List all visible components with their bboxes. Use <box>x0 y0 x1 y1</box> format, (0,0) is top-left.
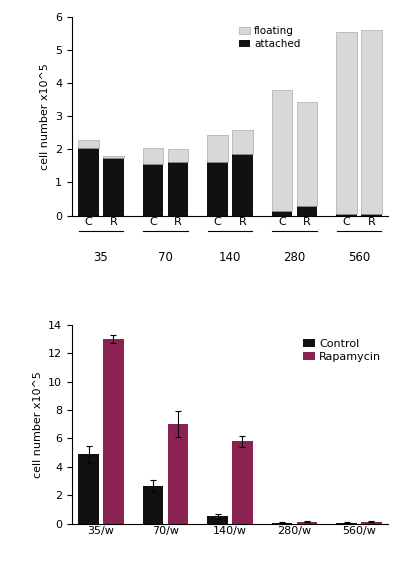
Bar <box>296 206 317 216</box>
Bar <box>232 131 253 154</box>
Y-axis label: cell number x10^5: cell number x10^5 <box>40 63 50 169</box>
Legend: Control, Rapamycin: Control, Rapamycin <box>299 334 386 367</box>
Bar <box>272 522 292 524</box>
Text: 560: 560 <box>348 251 370 265</box>
Text: 280: 280 <box>283 251 306 265</box>
Bar <box>361 214 382 216</box>
Bar <box>143 486 164 524</box>
Bar <box>168 162 188 216</box>
Text: 70: 70 <box>158 251 173 265</box>
Bar <box>103 339 124 524</box>
Bar <box>336 214 357 216</box>
Text: 35: 35 <box>94 251 108 265</box>
Bar <box>103 158 124 216</box>
Bar <box>78 454 99 524</box>
Text: 140: 140 <box>219 251 241 265</box>
Bar <box>78 140 99 148</box>
Bar <box>296 102 317 206</box>
Bar <box>168 149 188 162</box>
Bar <box>232 441 253 524</box>
Bar <box>336 522 357 524</box>
Bar <box>78 148 99 216</box>
Bar <box>336 32 357 214</box>
Bar <box>168 425 188 524</box>
Bar <box>143 164 164 216</box>
Bar <box>272 211 292 216</box>
Bar <box>207 135 228 162</box>
Bar <box>207 162 228 216</box>
Y-axis label: cell number x10^5: cell number x10^5 <box>32 371 42 477</box>
Bar <box>361 30 382 214</box>
Bar <box>143 149 164 164</box>
Bar <box>361 522 382 524</box>
Bar <box>207 516 228 524</box>
Bar <box>272 90 292 211</box>
Bar <box>103 156 124 158</box>
Bar <box>232 154 253 216</box>
Bar <box>296 522 317 524</box>
Legend: floating, attached: floating, attached <box>235 22 304 53</box>
